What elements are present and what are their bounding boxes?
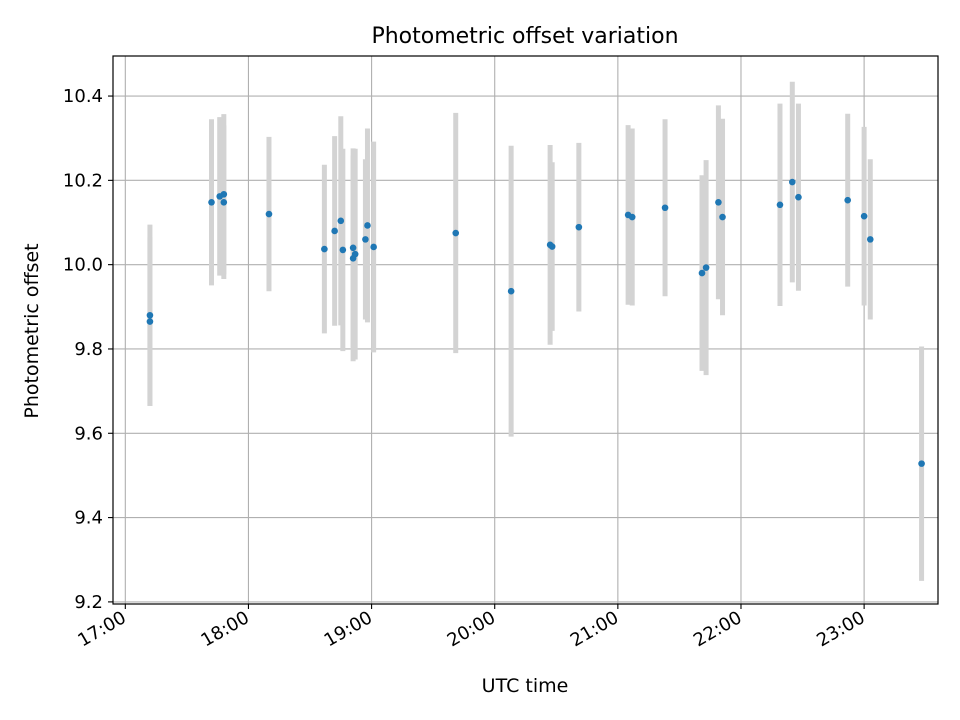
x-tick-label: 19:00 (321, 607, 376, 651)
data-point (337, 217, 345, 225)
data-point (661, 204, 669, 212)
data-point (698, 269, 706, 277)
data-point (548, 243, 556, 250)
plot-frame (112, 55, 939, 605)
data-point (715, 198, 722, 206)
data-point (208, 198, 215, 206)
data-point (507, 287, 515, 295)
data-point (146, 311, 154, 319)
data-point (788, 178, 796, 186)
data-point (628, 213, 636, 221)
data-point (719, 213, 726, 221)
y-tick-label: 9.2 (74, 592, 103, 613)
errorbar-layer (147, 81, 925, 581)
data-point (351, 250, 359, 258)
y-tick-label: 9.4 (74, 508, 103, 529)
x-tick-label: 20:00 (444, 607, 499, 651)
data-point (220, 190, 228, 198)
data-point (844, 196, 852, 204)
data-point (362, 236, 369, 243)
y-axis-label: Photometric offset (21, 243, 43, 418)
x-tick-label: 17:00 (74, 607, 129, 651)
data-point (146, 318, 154, 325)
grid-layer (113, 56, 938, 604)
data-point (331, 227, 338, 235)
data-point (866, 236, 874, 243)
data-point (364, 222, 371, 229)
x-tick-label: 23:00 (813, 607, 868, 651)
data-point (860, 212, 868, 220)
x-tick-label: 21:00 (567, 607, 622, 651)
data-point (339, 246, 347, 254)
data-point (776, 201, 784, 209)
data-point (265, 210, 273, 218)
data-point (795, 193, 802, 201)
data-point (918, 460, 925, 467)
data-point (452, 229, 460, 237)
x-tick-label: 18:00 (198, 607, 253, 651)
data-point (321, 245, 328, 253)
data-point (702, 264, 710, 271)
y-tick-label: 10.2 (63, 170, 103, 191)
data-point (575, 223, 583, 231)
chart-title: Photometric offset variation (371, 24, 678, 49)
tick-layer: 17:00 18:00 19:00 20:00 21:00 22:00 23:00 9.2 9.… (63, 86, 869, 651)
y-tick-label: 10.0 (63, 255, 103, 276)
y-tick-label: 9.6 (74, 423, 103, 444)
x-axis-label: UTC time (482, 675, 569, 697)
data-point (220, 198, 228, 206)
data-point (370, 243, 377, 251)
x-tick-label: 22:00 (690, 607, 745, 651)
data-point (349, 244, 357, 252)
y-tick-label: 10.4 (63, 86, 103, 107)
point-layer (146, 178, 925, 467)
y-tick-label: 9.8 (74, 339, 103, 360)
